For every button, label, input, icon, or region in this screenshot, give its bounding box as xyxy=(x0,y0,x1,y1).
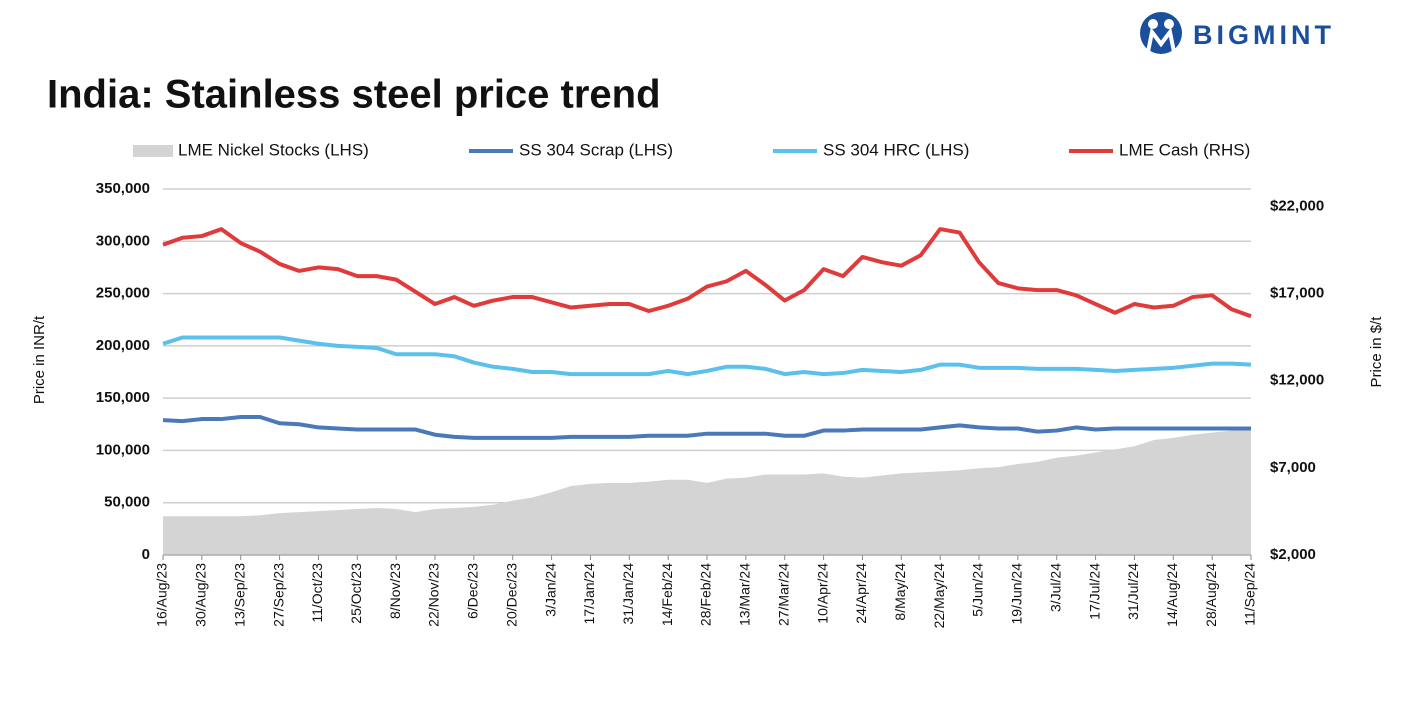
series xyxy=(162,227,1252,555)
legend-label: LME Nickel Stocks (LHS) xyxy=(178,140,369,159)
x-tick-label: 27/Sep/23 xyxy=(270,563,286,627)
y2-tick-label: $2,000 xyxy=(1270,546,1316,563)
x-tick-label: 13/Sep/23 xyxy=(231,563,247,627)
chart-title: India: Stainless steel price trend xyxy=(47,73,661,117)
y2-tick-label: $17,000 xyxy=(1270,285,1324,302)
x-tick-label: 3/Jan/24 xyxy=(542,563,558,617)
x-tick-label: 11/Sep/24 xyxy=(1242,563,1258,626)
logo: BIGMINT xyxy=(1140,12,1335,54)
logo-icon xyxy=(1164,19,1174,29)
y2-tick-label: $7,000 xyxy=(1270,459,1316,476)
x-tick-label: 8/May/24 xyxy=(892,563,908,621)
x-tick-label: 30/Aug/23 xyxy=(193,563,209,627)
x-tick-label: 31/Jul/24 xyxy=(1125,563,1141,620)
x-tick-label: 10/Apr/24 xyxy=(814,563,830,624)
line xyxy=(162,414,1251,440)
line xyxy=(162,227,1252,319)
legend-label: LME Cash (RHS) xyxy=(1119,140,1250,159)
y-axis-label: Price in INR/t xyxy=(31,315,48,404)
area xyxy=(163,427,1251,555)
x-tick-label: 17/Jul/24 xyxy=(1086,563,1102,620)
x-tick-label: 14/Feb/24 xyxy=(659,563,675,626)
x-tick-label: 17/Jan/24 xyxy=(581,563,597,625)
y-tick-label: 350,000 xyxy=(96,180,150,197)
x-tick-label: 28/Feb/24 xyxy=(698,563,714,626)
line xyxy=(162,335,1252,377)
brand: BIGMINT xyxy=(1193,20,1335,50)
y-tick-label: 0 xyxy=(142,546,150,563)
x-tick-label: 22/May/24 xyxy=(931,563,947,629)
logo-icon xyxy=(1146,27,1176,53)
y-tick-label: 200,000 xyxy=(96,337,150,354)
y2-tick-label: $22,000 xyxy=(1270,197,1324,214)
x-tick-label: 19/Jun/24 xyxy=(1009,563,1025,625)
x-tick-label: 22/Nov/23 xyxy=(426,563,442,627)
x-tick-label: 16/Aug/23 xyxy=(154,563,170,627)
y2-axis-label: Price in $/t xyxy=(1368,316,1385,388)
x-tick-label: 28/Aug/24 xyxy=(1203,563,1219,627)
y-tick-label: 150,000 xyxy=(96,389,150,406)
x-tick-label: 13/Mar/24 xyxy=(737,563,753,626)
legend-swatch xyxy=(133,145,173,157)
y2-tick-label: $12,000 xyxy=(1270,372,1324,389)
x-tick-label: 11/Oct/23 xyxy=(309,563,325,623)
x-tick-label: 14/Aug/24 xyxy=(1164,563,1180,627)
x-tick-label: 5/Jun/24 xyxy=(970,563,986,617)
x-tick-label: 6/Dec/23 xyxy=(465,563,481,619)
x-tick-label: 27/Mar/24 xyxy=(775,563,791,626)
x-tick-label: 20/Dec/23 xyxy=(503,563,519,627)
x-tick-label: 24/Apr/24 xyxy=(853,563,869,624)
x-tick-label: 8/Nov/23 xyxy=(387,563,403,619)
legend-label: SS 304 Scrap (LHS) xyxy=(519,140,673,159)
logo-icon xyxy=(1148,19,1158,29)
y-tick-label: 250,000 xyxy=(96,285,150,302)
x-tick-label: 25/Oct/23 xyxy=(348,563,364,624)
y-tick-label: 100,000 xyxy=(96,441,150,458)
x-tick-label: 3/Jul/24 xyxy=(1047,563,1063,612)
y-tick-label: 50,000 xyxy=(104,494,150,511)
x-tick-label: 31/Jan/24 xyxy=(620,563,636,625)
y-tick-label: 300,000 xyxy=(96,232,150,249)
logo-icon xyxy=(1140,12,1182,54)
legend-label: SS 304 HRC (LHS) xyxy=(823,140,969,159)
